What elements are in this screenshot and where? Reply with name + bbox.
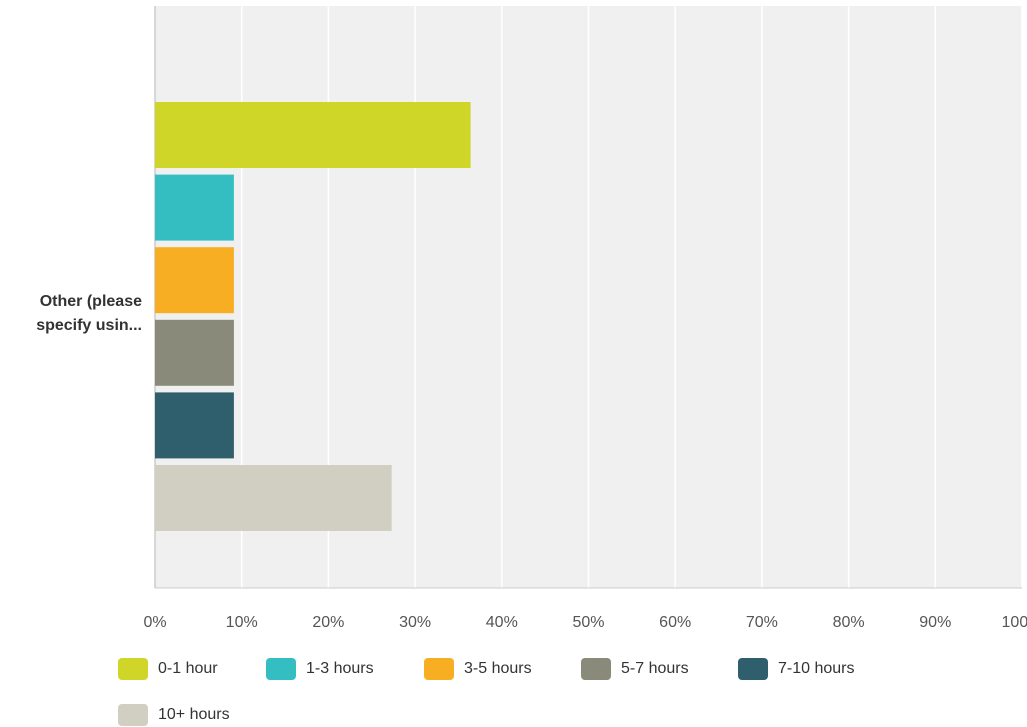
x-tick-label: 30% (399, 614, 431, 631)
x-tick-label: 10% (226, 614, 258, 631)
legend-swatch (118, 658, 148, 680)
legend-label: 1-3 hours (306, 660, 374, 677)
x-tick-label: 0% (143, 614, 166, 631)
x-tick-label: 80% (833, 614, 865, 631)
x-tick-label: 40% (486, 614, 518, 631)
legend-label: 3-5 hours (464, 660, 532, 677)
legend-label: 5-7 hours (621, 660, 689, 677)
bar-3-5-hours (155, 247, 234, 314)
bar-0-1-hour (155, 102, 471, 168)
legend-label: 7-10 hours (778, 660, 855, 677)
legend-item[interactable]: 7-10 hours (738, 658, 855, 680)
legend-swatch (424, 658, 454, 680)
legend-label: 10+ hours (158, 706, 230, 723)
category-label-line-1: Other (please (39, 293, 142, 310)
legend-item[interactable]: 5-7 hours (581, 658, 689, 680)
x-tick-label: 100% (1002, 614, 1027, 631)
category-label-line-2: specify usin... (36, 317, 142, 334)
legend-item[interactable]: 3-5 hours (424, 658, 532, 680)
legend-item[interactable]: 10+ hours (118, 704, 230, 726)
legend-item[interactable]: 0-1 hour (118, 658, 218, 680)
x-tick-label: 70% (746, 614, 778, 631)
legend-swatch (581, 658, 611, 680)
category-label: Other (please specify usin... (0, 290, 142, 338)
x-tick-label: 90% (919, 614, 951, 631)
x-tick-label: 50% (572, 614, 604, 631)
bar-5-7-hours (155, 319, 234, 386)
legend-label: 0-1 hour (158, 660, 218, 677)
bar-1-3-hours (155, 174, 234, 241)
legend-swatch (266, 658, 296, 680)
x-tick-label: 20% (312, 614, 344, 631)
legend-swatch (118, 704, 148, 726)
legend-item[interactable]: 1-3 hours (266, 658, 374, 680)
bar-10-hours (155, 465, 392, 531)
bar-7-10-hours (155, 392, 234, 459)
legend-swatch (738, 658, 768, 680)
x-tick-label: 60% (659, 614, 691, 631)
